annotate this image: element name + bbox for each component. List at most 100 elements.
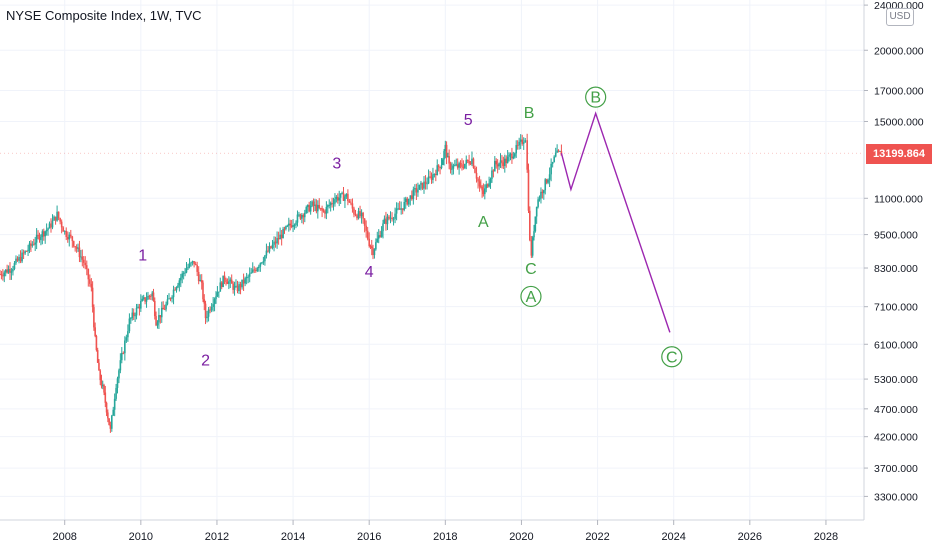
candle-body xyxy=(256,268,259,271)
candle-body xyxy=(415,188,418,193)
candle-body xyxy=(458,163,460,168)
candle-body xyxy=(107,412,109,419)
y-tick-label: 4200.000 xyxy=(874,432,918,444)
candle-body xyxy=(435,173,437,176)
candle-body xyxy=(328,205,331,206)
candle-body xyxy=(290,225,293,228)
candle-body xyxy=(533,231,535,238)
candle-body xyxy=(25,251,28,252)
x-tick-label: 2022 xyxy=(585,531,609,543)
candle-body xyxy=(519,139,522,142)
candle-body xyxy=(271,244,274,248)
candle-body xyxy=(336,196,339,201)
candle-body xyxy=(242,279,245,284)
candle-body xyxy=(344,196,346,201)
candle-body xyxy=(245,277,248,279)
candle-body xyxy=(289,223,292,226)
y-axis[interactable]: 24000.00020000.00017000.00015000.0001100… xyxy=(864,0,924,503)
candle-body xyxy=(512,156,515,159)
candle-body xyxy=(350,202,352,204)
y-tick-label: 9500.000 xyxy=(874,230,918,242)
x-tick-label: 2008 xyxy=(52,531,76,543)
candle-body xyxy=(171,297,173,299)
candle-body xyxy=(550,163,552,175)
candle-body xyxy=(287,223,290,226)
candle-body xyxy=(451,168,453,170)
candle-body xyxy=(301,215,303,219)
candle-body xyxy=(265,250,268,256)
candle-body xyxy=(196,265,198,272)
chart-title: NYSE Composite Index, 1W, TVC xyxy=(6,8,202,23)
candle-body xyxy=(372,247,374,256)
candle-body xyxy=(354,214,357,216)
candle-body xyxy=(134,315,136,317)
candle-body xyxy=(19,257,22,262)
candle-body xyxy=(244,278,246,284)
candle-body xyxy=(262,261,265,263)
candle-body xyxy=(236,285,239,292)
candle-body xyxy=(332,203,335,205)
candle-body xyxy=(293,224,296,226)
candle-body xyxy=(65,230,68,237)
candle-body xyxy=(44,231,46,237)
candle-body xyxy=(534,216,537,232)
candle-body xyxy=(156,322,159,326)
candle-body xyxy=(540,191,542,199)
candle-body xyxy=(527,169,530,211)
x-tick-label: 2028 xyxy=(814,531,838,543)
candle-body xyxy=(179,277,182,281)
candle-body xyxy=(87,268,90,280)
candle-body xyxy=(105,402,108,413)
candle-body xyxy=(341,192,343,194)
candle-body xyxy=(215,296,217,300)
candle-body xyxy=(468,160,470,164)
candle-body xyxy=(502,162,505,166)
candle-body xyxy=(309,205,312,212)
candle-body xyxy=(152,292,155,302)
candle-body xyxy=(433,173,436,175)
candle-body xyxy=(99,370,102,381)
candle-body xyxy=(78,247,81,258)
candle-body xyxy=(47,228,49,230)
candle-body xyxy=(95,336,98,351)
candle-body xyxy=(270,246,272,248)
candle-body xyxy=(317,204,319,212)
circled-wave-label: A xyxy=(526,289,537,306)
candle-body xyxy=(515,145,518,154)
x-axis[interactable]: 2008 2010 2012 2014 2016 2018 2020 2022 2024 2026… xyxy=(52,520,838,543)
candle-body xyxy=(547,179,549,183)
candle-body xyxy=(85,265,88,269)
candle-body xyxy=(424,181,427,184)
y-tick-label: 17000.000 xyxy=(874,85,924,97)
candle-body xyxy=(375,242,377,250)
candle-body xyxy=(101,385,104,387)
candle-body xyxy=(531,237,534,256)
candle-body xyxy=(306,204,309,208)
candle-body xyxy=(0,274,3,276)
projection-line xyxy=(560,111,671,333)
candle-body xyxy=(168,298,170,300)
candle-body xyxy=(524,140,527,143)
candle-body xyxy=(193,261,195,265)
candle-body xyxy=(321,208,323,211)
candle-body xyxy=(22,252,25,254)
y-tick-label: 3700.000 xyxy=(874,463,918,475)
candle-body xyxy=(212,304,214,307)
candle-body xyxy=(556,150,558,153)
currency-badge[interactable]: USD xyxy=(886,8,914,26)
wave-circle xyxy=(585,86,607,108)
candle-body xyxy=(296,214,299,223)
candle-body xyxy=(191,261,194,263)
x-tick-label: 2018 xyxy=(433,531,457,543)
candle-body xyxy=(400,208,402,210)
candle-body xyxy=(430,176,433,180)
candle-body xyxy=(454,165,456,167)
candle-body xyxy=(398,208,401,210)
candle-body xyxy=(366,230,369,239)
candle-body xyxy=(135,307,138,316)
candle-body xyxy=(308,204,310,212)
candle-body xyxy=(37,234,39,236)
candle-body xyxy=(130,318,132,319)
